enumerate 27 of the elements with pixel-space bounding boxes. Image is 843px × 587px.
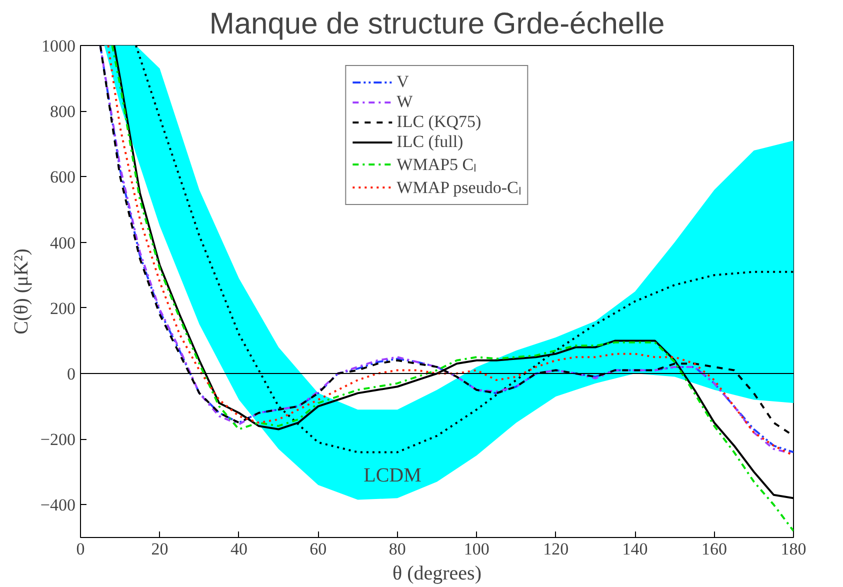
x-tick-label: 60 [310,540,327,558]
legend-label: V [396,72,410,92]
y-tick-label: 200 [50,298,76,318]
x-tick-label: 120 [543,540,569,558]
y-tick-label: 800 [50,102,76,122]
legend-label: WMAP pseudo-Cₗ [396,177,522,198]
y-axis-title: C(θ) (μK²) [10,248,32,334]
annotation: LCDM [364,464,422,486]
y-tick-label: 1000 [42,36,76,56]
y-tick-label: −400 [40,496,76,515]
x-tick-label: 140 [622,540,648,558]
x-tick-label: 20 [151,540,168,558]
x-tick-label: 180 [780,540,806,558]
legend-label: ILC (full) [396,132,464,152]
y-tick-label: −200 [40,430,76,450]
chart-title: Manque de structure Grde-échelle [209,8,665,40]
x-tick-label: 40 [230,540,248,558]
legend-label: WMAP5 Cₗ [396,154,477,175]
y-tick-label: 400 [50,233,76,252]
x-tick-label: 160 [702,540,728,558]
y-tick-label: 600 [50,168,76,187]
legend-label: ILC (KQ75) [396,112,482,132]
x-tick-label: 100 [464,540,490,558]
legend-label: W [396,92,414,112]
x-axis-title: θ (degrees) [392,562,482,584]
y-tick-label: 0 [67,364,76,384]
x-tick-label: 80 [388,540,406,558]
